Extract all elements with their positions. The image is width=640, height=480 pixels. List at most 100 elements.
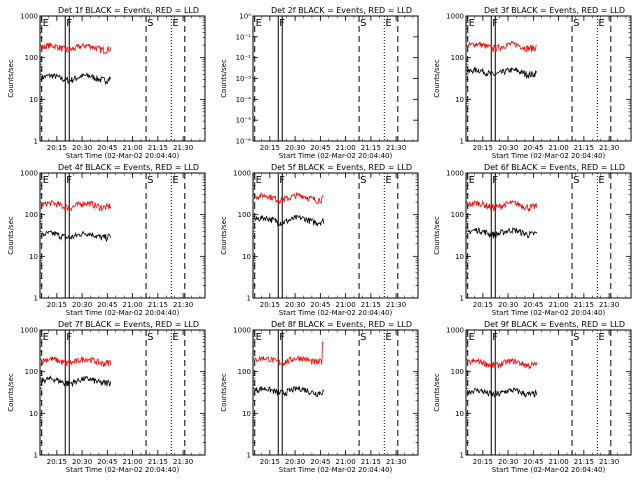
- y-tick-label: 10: [455, 410, 464, 418]
- x-tick-label: 20:30: [285, 458, 305, 466]
- marker-label: E: [385, 332, 391, 343]
- x-tick-label: 20:45: [523, 458, 543, 466]
- y-tick-label: 1000: [233, 170, 251, 178]
- y-tick-label: 10: [242, 253, 251, 261]
- marker-label: S: [573, 18, 579, 29]
- x-tick-label: 20:45: [310, 144, 330, 152]
- series-events-black: [41, 72, 112, 86]
- panel-det-8f: Det 8f BLACK = Events, RED = LLD 1 10 100 10…: [220, 320, 419, 474]
- series-lld-red: [41, 199, 112, 213]
- x-tick-label: 21:15: [148, 301, 168, 309]
- x-axis-label: Start Time (02-Mar-02 20:04:40): [66, 466, 180, 474]
- marker-label: S: [360, 18, 366, 29]
- x-axis-label: Start Time (02-Mar-02 20:04:40): [492, 309, 606, 317]
- series-lld-red: [467, 40, 537, 53]
- x-tick-label: 21:00: [123, 458, 143, 466]
- panel-det-9f: Det 9f BLACK = Events, RED = LLD 1 10 100 10…: [433, 320, 632, 474]
- series-events-black: [467, 387, 538, 399]
- x-tick-label: 20:15: [47, 144, 67, 152]
- panel-det-6f: Det 6f BLACK = Events, RED = LLD 1 10 100 10…: [433, 163, 632, 317]
- x-tick-label: 20:30: [498, 458, 518, 466]
- x-tick-label: 21:15: [574, 458, 594, 466]
- marker-label: E: [256, 175, 262, 186]
- y-tick-label: 10: [29, 96, 38, 104]
- series-lld-red: [41, 41, 112, 55]
- y-tick-label: 10: [242, 410, 251, 418]
- plot-frame: [465, 329, 632, 456]
- y-tick-label: 100: [25, 368, 38, 376]
- marker-label: E: [469, 18, 475, 29]
- marker-label: E: [598, 18, 604, 29]
- panel-det-2f: Det 2f BLACK = Events, RED = LLD 10⁻⁶ 10⁻⁵…: [220, 6, 419, 160]
- y-tick-label: 100: [25, 211, 38, 219]
- x-tick-label: 21:30: [386, 144, 406, 152]
- panel-title: Det 9f BLACK = Events, RED = LLD: [484, 320, 625, 329]
- x-tick-label: 20:45: [97, 144, 117, 152]
- y-axis-label: Counts/sec: [7, 373, 15, 412]
- panel-det-1f: Det 1f BLACK = Events, RED = LLD 1 10 100 10…: [7, 6, 206, 160]
- y-tick-label: 10: [29, 410, 38, 418]
- y-tick-label: 10: [455, 96, 464, 104]
- x-tick-label: 20:15: [473, 144, 493, 152]
- x-axis-label: Start Time (02-Mar-02 20:04:40): [66, 152, 180, 160]
- x-axis-label: Start Time (02-Mar-02 20:04:40): [492, 152, 606, 160]
- panel-title: Det 1f BLACK = Events, RED = LLD: [58, 6, 199, 15]
- x-tick-label: 20:30: [285, 301, 305, 309]
- marker-label: S: [360, 175, 366, 186]
- y-tick-label: 1000: [20, 327, 38, 335]
- plot-frame: [39, 172, 206, 299]
- x-tick-label: 21:00: [336, 458, 356, 466]
- y-axis-label: Counts/sec: [7, 59, 15, 98]
- marker-label: E: [43, 332, 49, 343]
- y-tick-label: 1: [34, 138, 38, 146]
- x-axis-label: Start Time (02-Mar-02 20:04:40): [66, 309, 180, 317]
- x-tick-label: 21:30: [599, 144, 619, 152]
- x-tick-label: 20:45: [523, 301, 543, 309]
- y-axis-label: Counts/sec: [433, 373, 441, 412]
- x-axis-label: Start Time (02-Mar-02 20:04:40): [279, 152, 393, 160]
- y-axis-label: Counts/sec: [433, 216, 441, 255]
- marker-label: E: [469, 175, 475, 186]
- x-tick-label: 20:30: [498, 144, 518, 152]
- marker-label: F: [279, 18, 285, 29]
- y-tick-label: 1000: [20, 170, 38, 178]
- y-tick-label: 10: [455, 253, 464, 261]
- x-tick-label: 21:00: [123, 144, 143, 152]
- x-tick-label: 21:00: [549, 301, 569, 309]
- marker-label: E: [43, 18, 49, 29]
- y-tick-label: 10⁻⁴: [236, 96, 252, 104]
- panel-det-5f: Det 5f BLACK = Events, RED = LLD 1 10 100 10…: [220, 163, 419, 317]
- marker-label: S: [147, 332, 153, 343]
- y-tick-label: 1: [460, 138, 464, 146]
- panel-title: Det 8f BLACK = Events, RED = LLD: [271, 320, 412, 329]
- y-tick-label: 1: [34, 295, 38, 303]
- x-tick-label: 20:45: [97, 458, 117, 466]
- panel-title: Det 2f BLACK = Events, RED = LLD: [271, 6, 412, 15]
- plot-frame: [39, 15, 206, 142]
- x-tick-label: 20:15: [473, 301, 493, 309]
- marker-label: E: [43, 175, 49, 186]
- y-tick-label: 100: [451, 368, 464, 376]
- plot-frame: [252, 172, 419, 299]
- series-events-black: [254, 385, 325, 398]
- marker-label: F: [279, 175, 285, 186]
- y-tick-label: 1000: [20, 13, 38, 21]
- marker-label: E: [172, 332, 178, 343]
- x-axis-label: Start Time (02-Mar-02 20:04:40): [492, 466, 606, 474]
- y-tick-label: 1: [460, 295, 464, 303]
- x-tick-label: 21:30: [599, 458, 619, 466]
- marker-label: F: [279, 332, 285, 343]
- plot-frame: [465, 172, 632, 299]
- x-tick-label: 21:30: [386, 458, 406, 466]
- marker-label: F: [492, 175, 498, 186]
- series-lld-red: [467, 199, 538, 212]
- panel-title: Det 7f BLACK = Events, RED = LLD: [58, 320, 199, 329]
- x-tick-label: 20:15: [47, 301, 67, 309]
- y-tick-label: 1: [460, 452, 464, 460]
- x-tick-label: 20:45: [97, 301, 117, 309]
- series-lld-red: [254, 191, 324, 205]
- marker-label: E: [469, 332, 475, 343]
- x-tick-label: 20:15: [260, 458, 280, 466]
- y-tick-label: 100: [238, 368, 251, 376]
